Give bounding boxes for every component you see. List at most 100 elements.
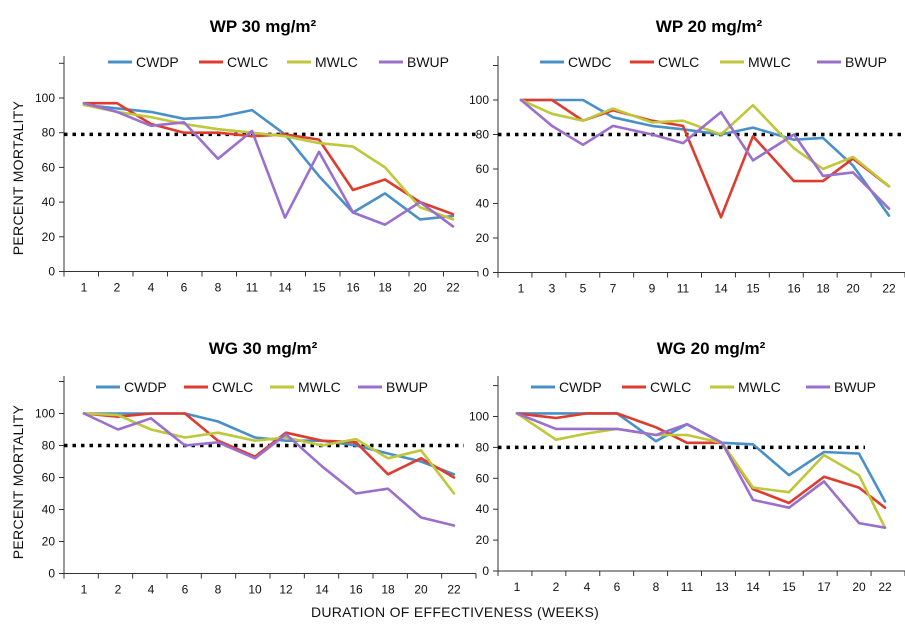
series-line-cwdc	[519, 98, 891, 217]
panel-wp-20: WP 20 mg/m² 0 20 40 60 80 100 1 3 5 7 9 11 14 15 16 18 20…	[469, 17, 905, 296]
x-tick-label: 8	[215, 281, 222, 295]
x-tick-label: 6	[614, 580, 621, 594]
x-tick-label: 12	[279, 583, 293, 597]
y-tick-label: 20	[476, 533, 490, 547]
legend-label-cwlc: CWLC	[227, 54, 268, 70]
series-line-cwlc	[519, 98, 891, 219]
y-tick-label: 100	[469, 410, 489, 424]
y-tick-label: 80	[476, 128, 490, 142]
x-tick-label: 5	[580, 282, 587, 296]
x-tick-label: 8	[215, 583, 222, 597]
x-tick-label: 20	[414, 583, 428, 597]
x-tick-label: 15	[782, 580, 796, 594]
chart-title-wg-30: WG 30 mg/m²	[209, 339, 318, 358]
y-tick-label: 20	[42, 535, 56, 549]
legend-label-bwup: BWUP	[407, 54, 449, 70]
x-tick-label: 1	[514, 580, 521, 594]
y-axis-label-top: PERCENT MORTALITY	[10, 100, 26, 255]
x-tick-label: 1	[518, 282, 525, 296]
legend-label-cwlc: CWLC	[650, 379, 691, 395]
x-tick-label: 16	[787, 282, 801, 296]
x-tick-label: 4	[148, 281, 155, 295]
x-tick-label: 14	[746, 580, 760, 594]
panel-wp-30: WP 30 mg/m² 0 20 40 60 80 100 1 2 4 6 8 11 14 15 16 18 20…	[35, 17, 479, 295]
x-tick-label: 4	[584, 580, 591, 594]
x-tick-label: 14	[315, 583, 329, 597]
series-line-bwup	[515, 412, 887, 530]
x-tick-label: 9	[649, 282, 656, 296]
x-tick-label: 11	[681, 580, 694, 594]
y-tick-label: 0	[48, 567, 55, 581]
series-line-cwlc	[515, 412, 887, 510]
x-tick-label: 16	[346, 281, 360, 295]
y-tick-label: 40	[42, 195, 56, 209]
legend-label-mwlc: MWLC	[315, 54, 358, 70]
legend-label-mwlc: MWLC	[738, 379, 781, 395]
x-tick-label: 10	[248, 583, 262, 597]
legend-label-bwup: BWUP	[386, 379, 428, 395]
chart-title-wp-30: WP 30 mg/m²	[210, 17, 317, 36]
y-tick-label: 60	[42, 160, 56, 174]
x-tick-label: 14	[714, 282, 728, 296]
legend-label-cwlc: CWLC	[658, 54, 699, 70]
x-tick-label: 14	[278, 281, 292, 295]
series-line-mwlc	[515, 412, 887, 530]
legend-label-cwdc: CWDC	[568, 54, 612, 70]
x-tick-label: 8	[653, 580, 660, 594]
legend-label-mwlc: MWLC	[748, 54, 791, 70]
y-tick-label: 60	[42, 471, 56, 485]
x-tick-label: 18	[378, 281, 392, 295]
y-axis-label-bottom: PERCENT MORTALITY	[10, 404, 26, 559]
x-tick-label: 2	[553, 580, 560, 594]
y-tick-label: 80	[42, 439, 56, 453]
x-tick-label: 7	[610, 282, 617, 296]
legend-label-bwup: BWUP	[834, 379, 876, 395]
legend-label-cwdp: CWDP	[136, 54, 179, 70]
x-tick-label: 4	[148, 583, 155, 597]
legend-label-cwlc: CWLC	[212, 379, 253, 395]
x-tick-label: 6	[182, 583, 189, 597]
panel-wg-20: WG 20 mg/m² 0 20 40 60 80 100 1 2 4 6 8 11 13 14 15 17 20…	[469, 339, 905, 594]
legend-label-cwdp: CWDP	[559, 379, 602, 395]
x-tick-label: 3	[549, 282, 556, 296]
y-tick-label: 20	[476, 231, 490, 245]
legend-label-cwdp: CWDP	[124, 379, 167, 395]
x-tick-label: 11	[246, 281, 259, 295]
x-tick-label: 13	[715, 580, 729, 594]
x-tick-label: 18	[381, 583, 395, 597]
x-tick-label: 15	[746, 282, 760, 296]
series-line-cwdp	[82, 103, 455, 221]
x-axis-label: DURATION OF EFFECTIVENESS (WEEKS)	[311, 604, 599, 620]
x-tick-label: 22	[446, 281, 460, 295]
x-tick-label: 15	[312, 281, 326, 295]
x-tick-label: 6	[181, 281, 188, 295]
chart-title-wg-20: WG 20 mg/m²	[657, 339, 766, 358]
series-line-bwup	[82, 412, 456, 527]
x-tick-label: 2	[115, 583, 122, 597]
y-tick-label: 40	[476, 197, 490, 211]
y-tick-label: 0	[482, 564, 489, 578]
x-tick-label: 22	[878, 580, 892, 594]
series-line-mwlc	[82, 103, 455, 221]
x-tick-label: 18	[816, 282, 830, 296]
y-tick-label: 80	[476, 440, 490, 454]
y-tick-label: 60	[476, 471, 490, 485]
y-tick-label: 100	[35, 91, 55, 105]
y-tick-label: 80	[42, 126, 56, 140]
x-tick-label: 1	[81, 281, 88, 295]
chart-title-wp-20: WP 20 mg/m²	[656, 17, 763, 36]
x-tick-label: 16	[349, 583, 363, 597]
y-tick-label: 20	[42, 230, 56, 244]
x-tick-label: 22	[447, 583, 461, 597]
legend-label-bwup: BWUP	[845, 54, 887, 70]
series-line-mwlc	[82, 412, 456, 495]
x-tick-label: 20	[852, 580, 866, 594]
series-line-bwup	[519, 98, 891, 210]
y-tick-label: 100	[469, 93, 489, 107]
x-tick-label: 1	[81, 583, 88, 597]
x-tick-label: 20	[846, 282, 860, 296]
y-tick-label: 40	[476, 502, 490, 516]
y-tick-label: 60	[476, 162, 490, 176]
